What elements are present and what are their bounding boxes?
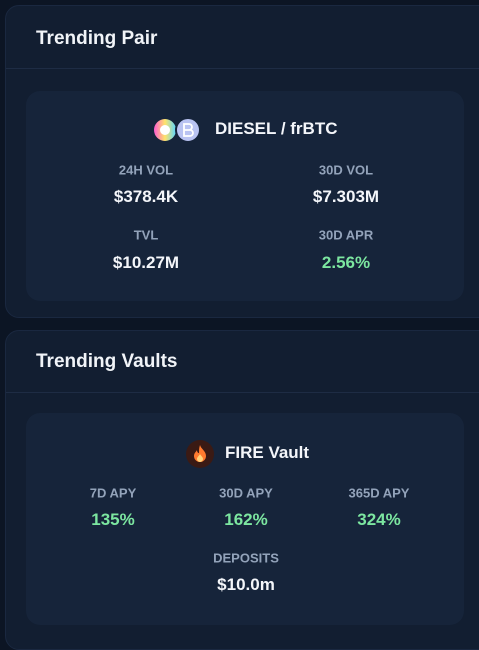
divider — [6, 68, 479, 69]
stat-value: 162% — [224, 510, 268, 529]
vault-card[interactable]: FIRE Vault 7D APY 135% 30D APY 162% 365D… — [26, 413, 464, 625]
stat-value: 324% — [357, 510, 401, 529]
stat-value: 135% — [91, 510, 135, 529]
vault-name: FIRE Vault — [225, 443, 310, 462]
stat-value: 2.56% — [321, 253, 371, 272]
stat-label: 30D VOL — [318, 162, 374, 178]
stat-value: $378.4K — [113, 187, 179, 206]
stat-label: 30D APR — [318, 227, 374, 243]
section-title: Trending Pair — [36, 28, 158, 49]
stat-value: $7.303M — [312, 187, 380, 206]
stat-label: 7D APY — [89, 485, 137, 501]
trending-vaults-card: Trending Vaults FIRE Vault 7D APY 135% 3… — [5, 330, 479, 650]
stat-label: 365D APY — [348, 485, 410, 501]
pair-name: DIESEL / frBTC — [215, 119, 338, 138]
section-title: Trending Vaults — [36, 351, 178, 372]
stat-label: 24H VOL — [118, 162, 174, 178]
stat-label: DEPOSITS — [213, 550, 279, 566]
page: Trending Pair DIESEL / frBTC 24H VOL $37… — [5, 5, 479, 650]
stat-label: 30D APY — [219, 485, 273, 501]
pair-card[interactable]: DIESEL / frBTC 24H VOL $378.4K 30D VOL $… — [26, 91, 464, 301]
stat-value: $10.0m — [217, 575, 275, 594]
pair-icons — [154, 117, 201, 143]
stat-label: TVL — [133, 227, 159, 243]
divider — [6, 392, 479, 393]
stat-value: $10.27M — [112, 253, 180, 272]
vault-icon — [186, 440, 214, 468]
trending-pair-card: Trending Pair DIESEL / frBTC 24H VOL $37… — [5, 5, 479, 318]
